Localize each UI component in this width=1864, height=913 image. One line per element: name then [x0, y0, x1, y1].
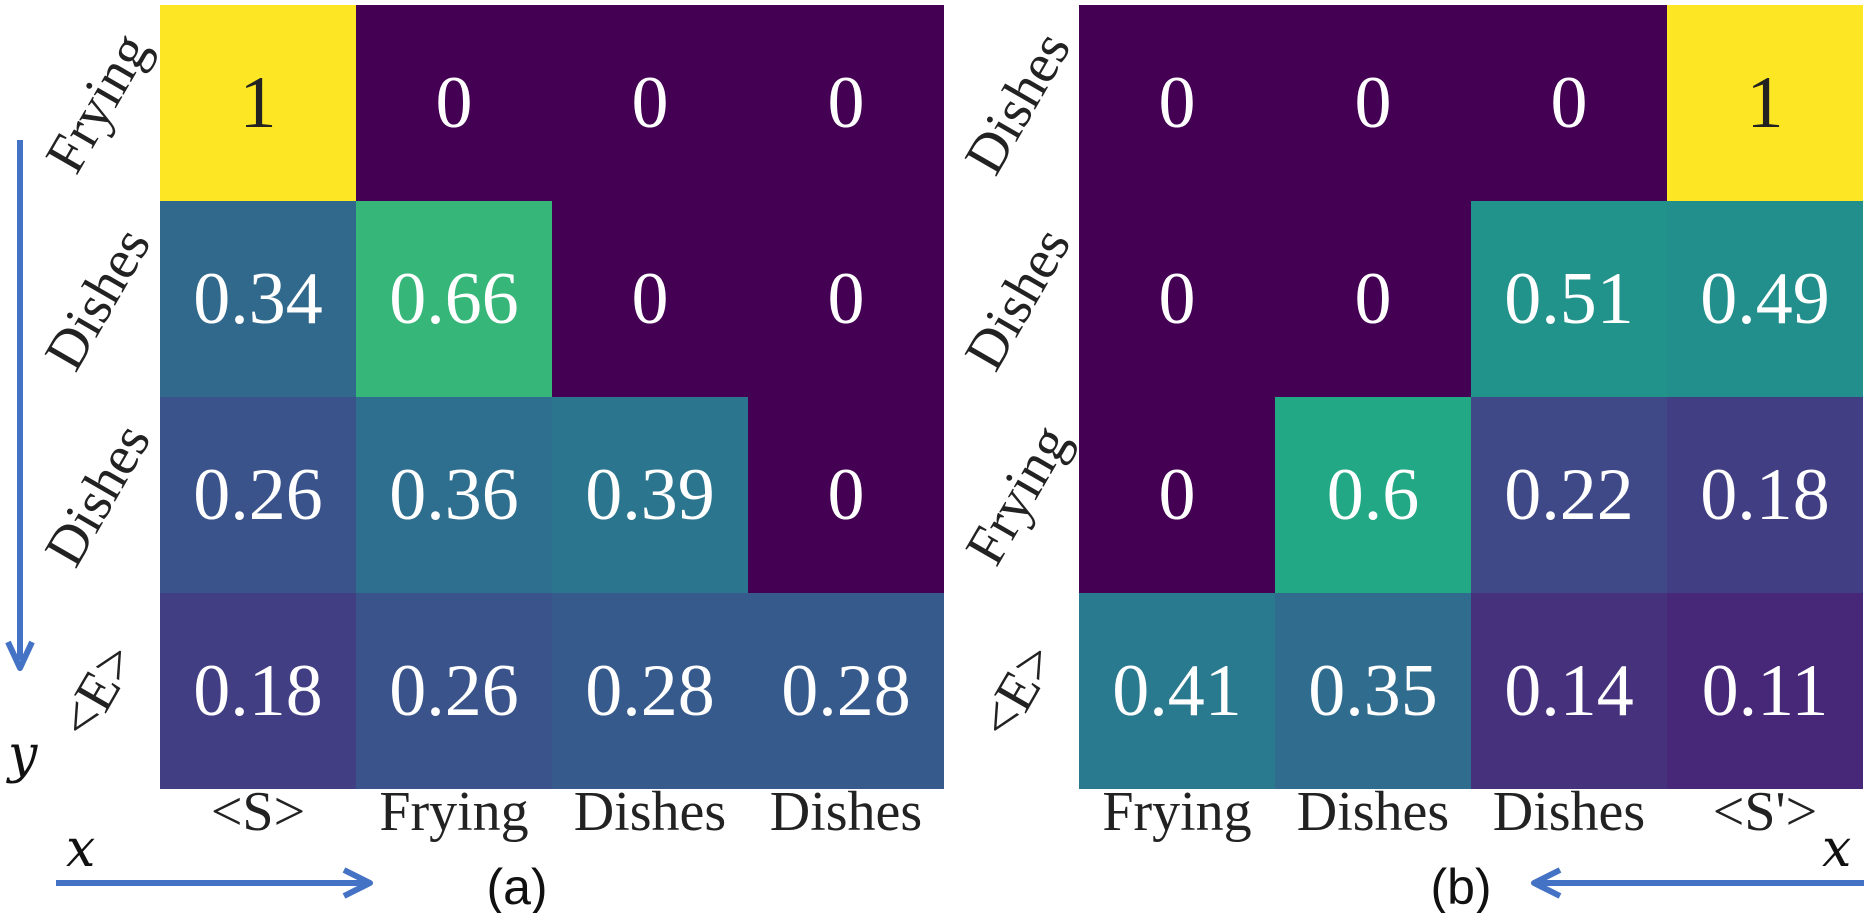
x-tick-label: Dishes [770, 781, 922, 843]
cell-value-label: 0.49 [1700, 258, 1830, 340]
cell-value-label: 0 [1355, 258, 1392, 340]
heatmap-cell [1667, 5, 1863, 201]
y-tick-label: Dishes [953, 217, 1083, 380]
cell-value-label: 1 [1747, 62, 1784, 144]
heatmap-cell [160, 201, 356, 397]
cell-value-label: 0 [828, 454, 865, 536]
heatmap-cell [1079, 593, 1275, 789]
y-tick-label: Frying [34, 23, 162, 183]
heatmap-cell [748, 593, 944, 789]
y-tick-label: Dishes [953, 21, 1083, 184]
x-tick-label: Dishes [574, 781, 726, 843]
y-tick-label: <E> [967, 633, 1069, 748]
cell-value-label: 0 [632, 62, 669, 144]
heatmap-cell [356, 201, 552, 397]
heatmap-cell [1079, 5, 1275, 201]
cell-value-label: 0 [828, 258, 865, 340]
heatmap-cell [1471, 593, 1667, 789]
heatmap-cell [552, 397, 748, 593]
x-tick-label: Frying [1102, 781, 1251, 843]
x-axis-arrow-b [1531, 867, 1864, 899]
cell-value-label: 0 [632, 258, 669, 340]
cell-value-label: 0.26 [193, 454, 323, 536]
cell-value-label: 0.39 [585, 454, 715, 536]
x-tick-label: <S'> [1713, 781, 1817, 843]
cell-value-label: 0 [1159, 454, 1196, 536]
y-axis-arrow [5, 140, 35, 671]
heatmap-cell [1079, 201, 1275, 397]
heatmap-cell [748, 397, 944, 593]
heatmap-cell [160, 593, 356, 789]
heatmap-cell [1275, 5, 1471, 201]
heatmap-cell [1471, 397, 1667, 593]
y-tick-label: Frying [954, 415, 1082, 575]
cell-value-label: 0.28 [585, 650, 715, 732]
x-axis-label-a: x [66, 819, 95, 879]
heatmap-cell [160, 397, 356, 593]
heatmap-cell [1471, 5, 1667, 201]
cell-value-label: 0.14 [1504, 650, 1634, 732]
heatmap-cell [356, 397, 552, 593]
x-axis-label-b: x [1822, 819, 1851, 879]
x-axis-arrow-a [56, 867, 373, 899]
cell-value-label: 0 [1551, 62, 1588, 144]
cell-value-label: 0.28 [781, 650, 911, 732]
heatmap-cell [356, 5, 552, 201]
y-tick-label: Dishes [33, 217, 163, 380]
cell-value-label: 0 [1159, 62, 1196, 144]
heatmap-cell [748, 201, 944, 397]
x-tick-label: <S> [211, 781, 305, 843]
panel-label-b: (b) [1430, 859, 1491, 913]
heatmap-cell [1275, 593, 1471, 789]
heatmap-cell [160, 5, 356, 201]
heatmap-cell [1471, 201, 1667, 397]
cell-value-label: 1 [240, 62, 277, 144]
x-tick-label: Dishes [1297, 781, 1449, 843]
heatmap-cell [1667, 397, 1863, 593]
cell-value-label: 0.35 [1308, 650, 1438, 732]
heatmap-cell [1275, 397, 1471, 593]
cell-value-label: 0.34 [193, 258, 323, 340]
heatmap-cell [552, 593, 748, 789]
cell-value-label: 0.18 [1700, 454, 1830, 536]
cell-value-label: 0.6 [1327, 454, 1420, 536]
cell-value-label: 0.41 [1112, 650, 1242, 732]
cell-value-label: 0 [828, 62, 865, 144]
cell-value-label: 0.36 [389, 454, 519, 536]
heatmap-cell [552, 5, 748, 201]
heatmap-panel-b: 0 0 0 1 0 0 0.51 0.49 0 0.6 0.22 0.18 0.41 0.35 0.14 0.… [953, 5, 1863, 843]
heatmap-cell [356, 593, 552, 789]
cell-value-label: 0 [1355, 62, 1392, 144]
cell-value-label: 0.11 [1702, 650, 1829, 732]
heatmap-cell [552, 201, 748, 397]
heatmap-cell [748, 5, 944, 201]
cell-value-label: 0.18 [193, 650, 323, 732]
y-axis-label: y [6, 725, 38, 785]
cell-value-label: 0 [436, 62, 473, 144]
y-tick-label: Dishes [33, 413, 163, 576]
heatmap-cell [1275, 201, 1471, 397]
x-tick-label: Frying [379, 781, 528, 843]
heatmap-cell [1667, 201, 1863, 397]
cell-value-label: 0.51 [1504, 258, 1634, 340]
heatmap-panel-a: 1 0 0 0 0.34 0.66 0 0 0.26 0.36 0.39 0 0.18 0.26 0.28 0… [33, 5, 944, 843]
panel-label-a: (a) [486, 859, 547, 913]
heatmap-cell [1079, 397, 1275, 593]
cell-value-label: 0.22 [1504, 454, 1634, 536]
cell-value-label: 0.26 [389, 650, 519, 732]
heatmap-cell [1667, 593, 1863, 789]
cell-value-label: 0 [1159, 258, 1196, 340]
cell-value-label: 0.66 [389, 258, 519, 340]
y-tick-label: <E> [47, 633, 149, 748]
x-tick-label: Dishes [1493, 781, 1645, 843]
